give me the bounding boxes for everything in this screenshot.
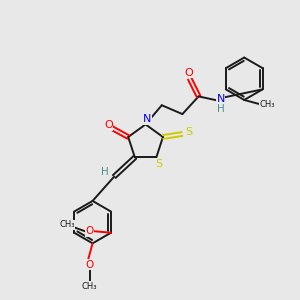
Text: N: N — [217, 94, 225, 104]
Text: O: O — [85, 260, 94, 269]
Text: S: S — [155, 159, 162, 169]
Text: S: S — [185, 127, 192, 137]
Text: N: N — [143, 114, 151, 124]
Text: CH₃: CH₃ — [82, 281, 98, 290]
Text: O: O — [104, 120, 113, 130]
Text: H: H — [217, 104, 224, 114]
Text: CH₃: CH₃ — [259, 100, 274, 109]
Text: H: H — [101, 167, 109, 177]
Text: O: O — [85, 226, 94, 236]
Text: CH₃: CH₃ — [59, 220, 74, 229]
Text: O: O — [184, 68, 193, 78]
